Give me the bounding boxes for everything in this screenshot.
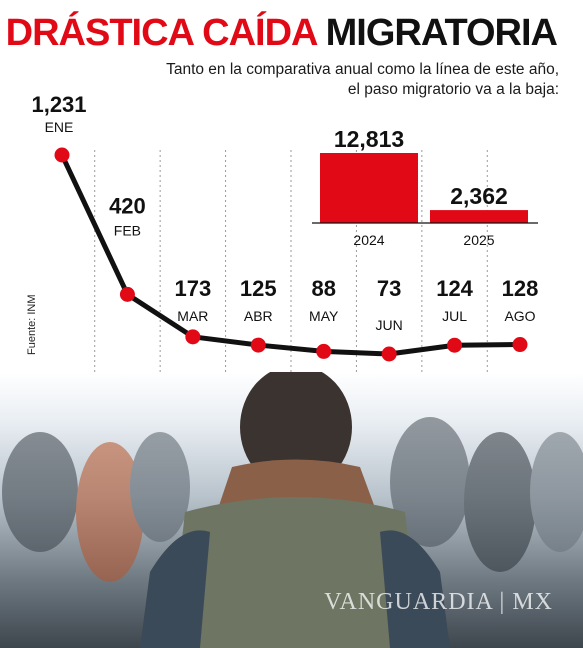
x-tick-label: FEB <box>114 222 141 238</box>
x-tick-label: JUN <box>376 317 403 333</box>
subtitle-line: Tanto en la comparativa anual como la lí… <box>166 61 559 78</box>
line-chart: 1,231 ENE 420 FEB 173 MAR 125 ABR 88 MAY 73 JUN 124 J… <box>31 92 538 362</box>
data-label: 173 <box>174 276 211 301</box>
bar-category-label: 2025 <box>463 232 494 248</box>
x-tick-label: MAR <box>177 308 208 324</box>
data-label: 124 <box>436 276 473 301</box>
data-point <box>54 147 70 163</box>
data-point <box>250 337 266 353</box>
chart-canvas: 12,813 2024 2,362 2025 1,231 ENE 420 FEB 173 MAR… <box>31 92 538 374</box>
data-point <box>185 329 201 345</box>
subtitle-line: el paso migratorio va a la baja: <box>347 81 559 98</box>
series-line <box>59 153 521 357</box>
bar-chart: 12,813 2024 2,362 2025 <box>312 126 538 248</box>
title-rest: MIGRATORIA <box>325 12 558 54</box>
bar <box>320 153 418 223</box>
background-photo: VANGUARDIA | MX <box>0 372 583 648</box>
bar <box>430 210 528 223</box>
data-label: 128 <box>502 276 539 301</box>
page-title: DRÁSTICA CAÍDA MIGRATORIA <box>0 12 558 55</box>
data-point <box>512 337 528 353</box>
data-label: 420 <box>109 193 146 218</box>
data-label: 125 <box>240 276 277 301</box>
bar-category-label: 2024 <box>353 232 384 248</box>
data-label: 1,231 <box>31 92 86 117</box>
x-tick-label: JUL <box>442 308 467 324</box>
data-point <box>381 346 397 362</box>
x-tick-label: ABR <box>244 308 273 324</box>
bar-value-label: 2,362 <box>450 183 508 209</box>
data-label: 88 <box>311 276 335 301</box>
data-label: 73 <box>377 276 401 301</box>
x-tick-label: AGO <box>504 308 535 324</box>
subtitle: Tanto en la comparativa anual como la lí… <box>139 60 559 100</box>
bar-value-label: 12,813 <box>334 126 404 152</box>
x-tick-label: ENE <box>45 119 74 135</box>
watermark: VANGUARDIA | MX <box>324 589 553 615</box>
data-point <box>447 337 463 353</box>
data-point <box>316 343 332 359</box>
title-highlight: DRÁSTICA CAÍDA <box>5 12 317 54</box>
crowd-illustration <box>2 372 583 648</box>
data-point <box>119 286 135 302</box>
x-tick-label: MAY <box>309 308 339 324</box>
grid-lines <box>94 150 488 374</box>
